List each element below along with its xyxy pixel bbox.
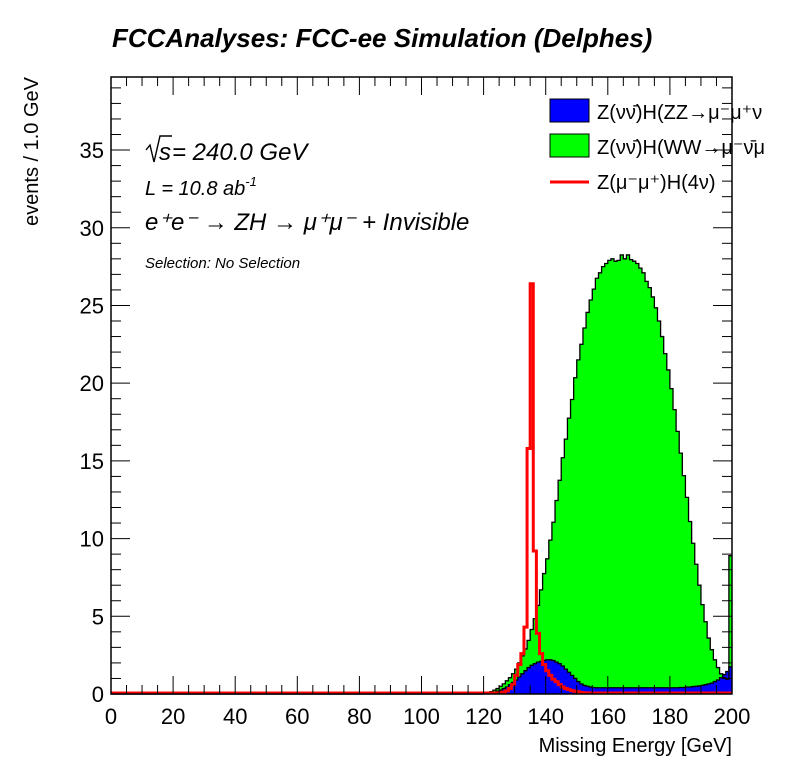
bar-ww-bin: [598, 273, 601, 694]
annotation-energy: = 240.0 GeV: [172, 139, 309, 166]
x-tick-label: 160: [589, 704, 626, 729]
bar-ww-bin: [636, 263, 639, 694]
bar-ww-bin: [689, 521, 692, 694]
bar-ww-bin: [589, 300, 592, 694]
y-tick-label: 0: [92, 682, 104, 707]
bar-ww-bin: [620, 255, 623, 694]
bar-zz-bin: [539, 661, 542, 694]
bar-ww-bin: [571, 399, 574, 694]
bar-ww-bin: [645, 281, 648, 694]
bar-ww-bin: [611, 259, 614, 694]
x-tick-label: 60: [285, 704, 309, 729]
bar-ww-bin: [682, 476, 685, 694]
bar-ww-bin: [648, 288, 651, 694]
bar-ww-bin: [676, 431, 679, 694]
bar-ww-bin: [602, 267, 605, 694]
annotation-process: e⁺e⁻ → ZH → μ⁺μ⁻ + Invisible: [145, 209, 469, 236]
bar-ww-bin: [679, 453, 682, 694]
bar-ww-bin: [667, 370, 670, 694]
y-tick-label: 10: [80, 527, 104, 552]
bar-ww-bin: [595, 278, 598, 694]
bar-ww-bin: [564, 439, 567, 694]
bar-ww-bin: [639, 268, 642, 694]
legend-swatch-ww: [550, 134, 589, 157]
annotation-selection: Selection: No Selection: [145, 255, 300, 272]
y-tick-label: 25: [80, 293, 104, 318]
bar-ww-bin: [657, 321, 660, 694]
x-tick-label: 20: [161, 704, 185, 729]
legend-swatch-zz: [550, 99, 589, 122]
bar-ww-bin: [692, 543, 695, 694]
bar-ww-bin: [580, 344, 583, 694]
y-tick-label: 30: [80, 216, 104, 241]
x-tick-label: 0: [105, 704, 117, 729]
bar-ww-bin: [574, 378, 577, 694]
legend-label-zz: Z(νν̄)H(ZZ→μ⁻μ⁺ν: [597, 102, 762, 124]
bar-ww-bin: [630, 260, 633, 694]
annotation-lumi-base: L = 10.8 ab: [145, 178, 245, 200]
bar-ww-bin: [605, 263, 608, 694]
bar-ww-bin: [633, 261, 636, 694]
bar-ww-bin: [614, 261, 617, 694]
legend-label-ww: Z(νν̄)H(WW→μ⁻ν̄μ: [597, 137, 765, 159]
x-tick-label: 40: [223, 704, 247, 729]
y-tick-label: 20: [80, 371, 104, 396]
bar-ww-bin: [586, 312, 589, 694]
y-tick-label: 35: [80, 138, 104, 163]
bar-ww-bin: [664, 354, 667, 694]
bar-ww-bin: [561, 458, 564, 694]
bar-ww-bin: [670, 389, 673, 694]
bar-zz-bin: [533, 664, 536, 694]
bar-ww-bin: [623, 259, 626, 694]
bar-ww-bin: [673, 410, 676, 694]
x-axis-title: Missing Energy [GeV]: [539, 735, 732, 757]
chart-title: FCCAnalyses: FCC-ee Simulation (Delphes): [112, 23, 652, 53]
bar-ww-bin: [567, 418, 570, 694]
bar-zz-bin: [530, 665, 533, 694]
bar-ww-bin: [626, 255, 629, 694]
annotation-lumi-exp: -1: [245, 174, 257, 189]
bar-ww-bin: [661, 337, 664, 694]
annotation-sqrt-s: s: [159, 139, 171, 166]
bar-ww-bin: [651, 297, 654, 694]
bar-ww-bin: [592, 289, 595, 694]
annotation-lumi: L = 10.8 ab-1: [145, 174, 257, 200]
bar-ww-bin: [654, 308, 657, 694]
y-tick-label: 5: [92, 604, 104, 629]
annotation-block: s = 240.0 GeV L = 10.8 ab-1 e⁺e⁻ → ZH → …: [145, 136, 469, 272]
x-tick-label: 80: [347, 704, 371, 729]
x-tick-label: 100: [403, 704, 440, 729]
bar-ww-bin: [577, 360, 580, 694]
bar-ww-bin: [583, 328, 586, 694]
bar-ww-bin: [642, 273, 645, 694]
x-tick-label: 120: [465, 704, 502, 729]
x-tick-label: 200: [714, 704, 751, 729]
plot-area: [111, 255, 732, 694]
bar-ww-bin: [617, 260, 620, 694]
x-tick-label: 180: [652, 704, 689, 729]
legend-entry-ww: Z(νν̄)H(WW→μ⁻ν̄μ: [550, 134, 765, 159]
bar-ww-bin: [608, 260, 611, 694]
x-tick-label: 140: [527, 704, 564, 729]
bar-ww-bin: [685, 497, 688, 694]
legend-entry-zz: Z(νν̄)H(ZZ→μ⁻μ⁺ν: [550, 99, 762, 124]
legend-label-mumu: Z(μ⁻μ⁺)H(4ν): [597, 172, 716, 194]
bar-zz-bin: [536, 662, 539, 694]
y-axis-title: events / 1.0 GeV: [21, 76, 43, 226]
y-tick-label: 15: [80, 449, 104, 474]
legend-entry-mumu: Z(μ⁻μ⁺)H(4ν): [550, 172, 716, 194]
